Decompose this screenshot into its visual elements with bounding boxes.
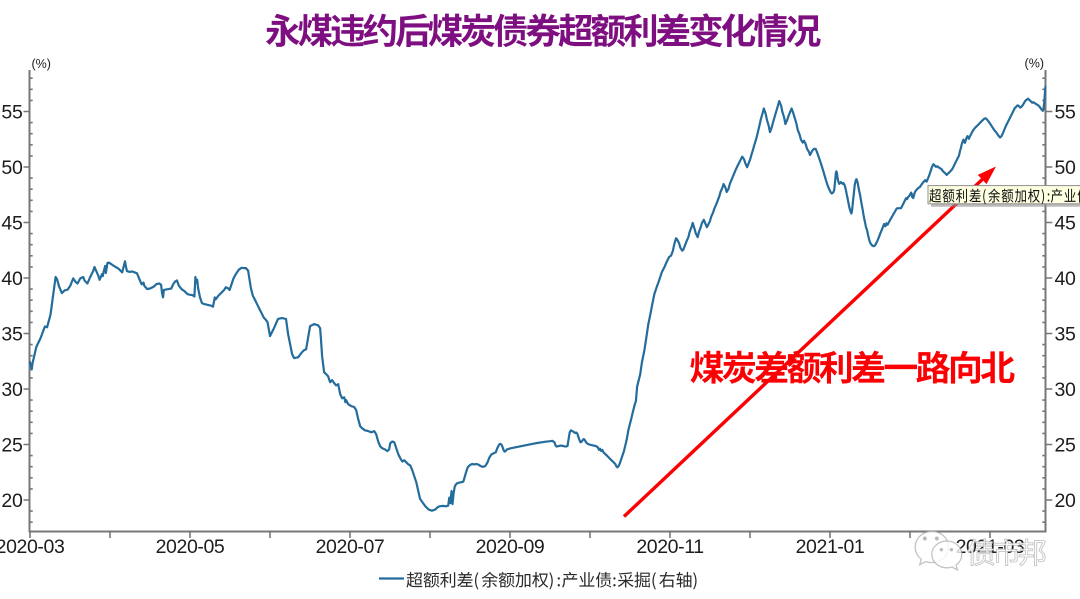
svg-text:2020-09: 2020-09 — [476, 536, 545, 558]
svg-text:2020-05: 2020-05 — [156, 536, 225, 558]
svg-text:2021-01: 2021-01 — [796, 536, 865, 558]
svg-text:20: 20 — [1055, 490, 1077, 512]
svg-text:55: 55 — [1055, 102, 1077, 124]
svg-text:45: 45 — [1, 213, 23, 235]
svg-text:35: 35 — [1055, 324, 1077, 346]
svg-text:25: 25 — [1, 435, 23, 457]
svg-text:50: 50 — [1055, 157, 1077, 179]
svg-text:2020-03: 2020-03 — [0, 536, 64, 558]
svg-text:30: 30 — [1, 379, 23, 401]
svg-text:2020-11: 2020-11 — [636, 536, 703, 558]
svg-text:55: 55 — [1, 102, 23, 124]
svg-text:20: 20 — [1, 490, 23, 512]
svg-text:50: 50 — [1, 157, 23, 179]
svg-text:30: 30 — [1055, 379, 1077, 401]
svg-text:40: 40 — [1055, 268, 1077, 290]
svg-text:40: 40 — [1, 268, 23, 290]
svg-text:25: 25 — [1055, 435, 1077, 457]
svg-text:35: 35 — [1, 324, 23, 346]
svg-text:2020-07: 2020-07 — [316, 536, 385, 558]
svg-text:45: 45 — [1055, 213, 1077, 235]
svg-text:(%): (%) — [1025, 57, 1044, 71]
svg-text:(%): (%) — [32, 57, 51, 71]
